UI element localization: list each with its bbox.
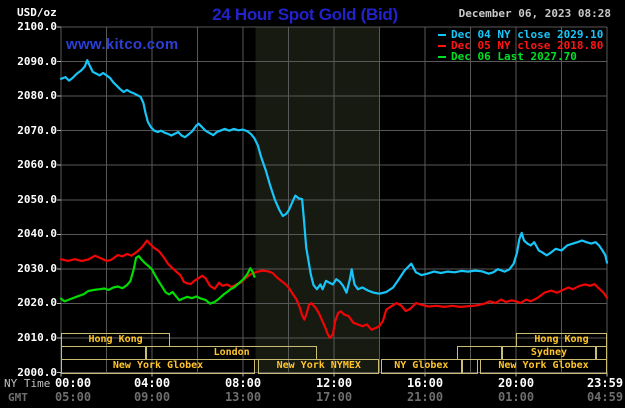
y-tick-label: 2070.0 bbox=[17, 123, 57, 137]
x-gmt-ticks-2: 13:00 bbox=[224, 390, 262, 404]
session-box-sydney: Sydney bbox=[502, 346, 596, 360]
chart-datetime: December 06, 2023 08:28 bbox=[458, 7, 611, 20]
x-gmt-ticks-5: 01:00 bbox=[497, 390, 535, 404]
x-ny-ticks-0: 00:00 bbox=[54, 376, 92, 390]
price-line-dec-06-last bbox=[59, 255, 256, 305]
y-tick-label: 2040.0 bbox=[17, 227, 57, 241]
legend-dash-icon bbox=[438, 33, 446, 36]
y-tick-label: 2100.0 bbox=[17, 20, 57, 33]
session-box-new-york-globex: New York Globex bbox=[61, 359, 256, 374]
x-gmt-ticks-0: 05:00 bbox=[54, 390, 92, 404]
gmt-axis-label: GMT bbox=[8, 391, 28, 404]
ny-time-axis-label: NY Time bbox=[4, 377, 51, 390]
chart-title: 24 Hour Spot Gold (Bid) bbox=[212, 5, 398, 24]
x-gmt-ticks-1: 09:00 bbox=[133, 390, 171, 404]
session-box-empty bbox=[595, 346, 607, 360]
y-tick-label: 2010.0 bbox=[17, 330, 57, 344]
x-ny-ticks-4: 16:00 bbox=[406, 376, 444, 390]
price-line-dec-05-ny-close bbox=[59, 239, 609, 339]
price-line-dec-04-ny-close bbox=[59, 59, 609, 295]
legend-label: Dec 05 NY close 2018.80 bbox=[451, 39, 604, 52]
session-box-new-york-nymex: New York NYMEX bbox=[258, 359, 380, 374]
legend-row-0: Dec 04 NY close 2029.10 bbox=[438, 28, 604, 41]
x-gmt-ticks-4: 21:00 bbox=[406, 390, 444, 404]
session-box-london: London bbox=[146, 346, 317, 360]
legend-dash-icon bbox=[438, 55, 446, 58]
y-tick-label: 2000.0 bbox=[17, 365, 57, 379]
session-box-ny-globex: NY Globex bbox=[380, 359, 463, 374]
y-tick-label: 2090.0 bbox=[17, 54, 57, 68]
x-ny-ticks-1: 04:00 bbox=[133, 376, 171, 390]
chart-legend: Dec 04 NY close 2029.10 Dec 05 NY close 2… bbox=[438, 28, 604, 63]
legend-dash-icon bbox=[438, 44, 446, 47]
x-ny-ticks-5: 20:00 bbox=[497, 376, 535, 390]
session-box-empty bbox=[462, 359, 478, 374]
x-gmt-ticks-6: 04:59 bbox=[586, 390, 624, 404]
x-ny-ticks-3: 12:00 bbox=[315, 376, 353, 390]
session-box-new-york-globex: New York Globex bbox=[480, 359, 607, 374]
x-gmt-ticks-3: 17:00 bbox=[315, 390, 353, 404]
x-ny-ticks-2: 08:00 bbox=[224, 376, 262, 390]
y-tick-label: 2080.0 bbox=[17, 89, 57, 103]
y-tick-label: 2060.0 bbox=[17, 158, 57, 172]
y-tick-label: 2050.0 bbox=[17, 192, 57, 206]
legend-label: Dec 04 NY close 2029.10 bbox=[451, 28, 604, 41]
kitco-watermark-link[interactable]: www.kitco.com bbox=[66, 36, 179, 53]
session-box-empty bbox=[456, 346, 503, 360]
session-box-empty bbox=[61, 346, 147, 360]
session-box-hong-kong: Hong Kong bbox=[516, 333, 607, 347]
legend-label: Dec 06 Last 2027.70 bbox=[451, 50, 577, 63]
y-tick-label: 2030.0 bbox=[17, 261, 57, 275]
y-tick-label: 2020.0 bbox=[17, 296, 57, 310]
y-axis-units-label: USD/oz bbox=[17, 6, 57, 19]
session-box-hong-kong: Hong Kong bbox=[61, 333, 171, 347]
legend-row-1: Dec 05 NY close 2018.80 bbox=[438, 39, 604, 52]
legend-row-2: Dec 06 Last 2027.70 bbox=[438, 50, 603, 63]
x-ny-ticks-6: 23:59 bbox=[586, 376, 624, 390]
